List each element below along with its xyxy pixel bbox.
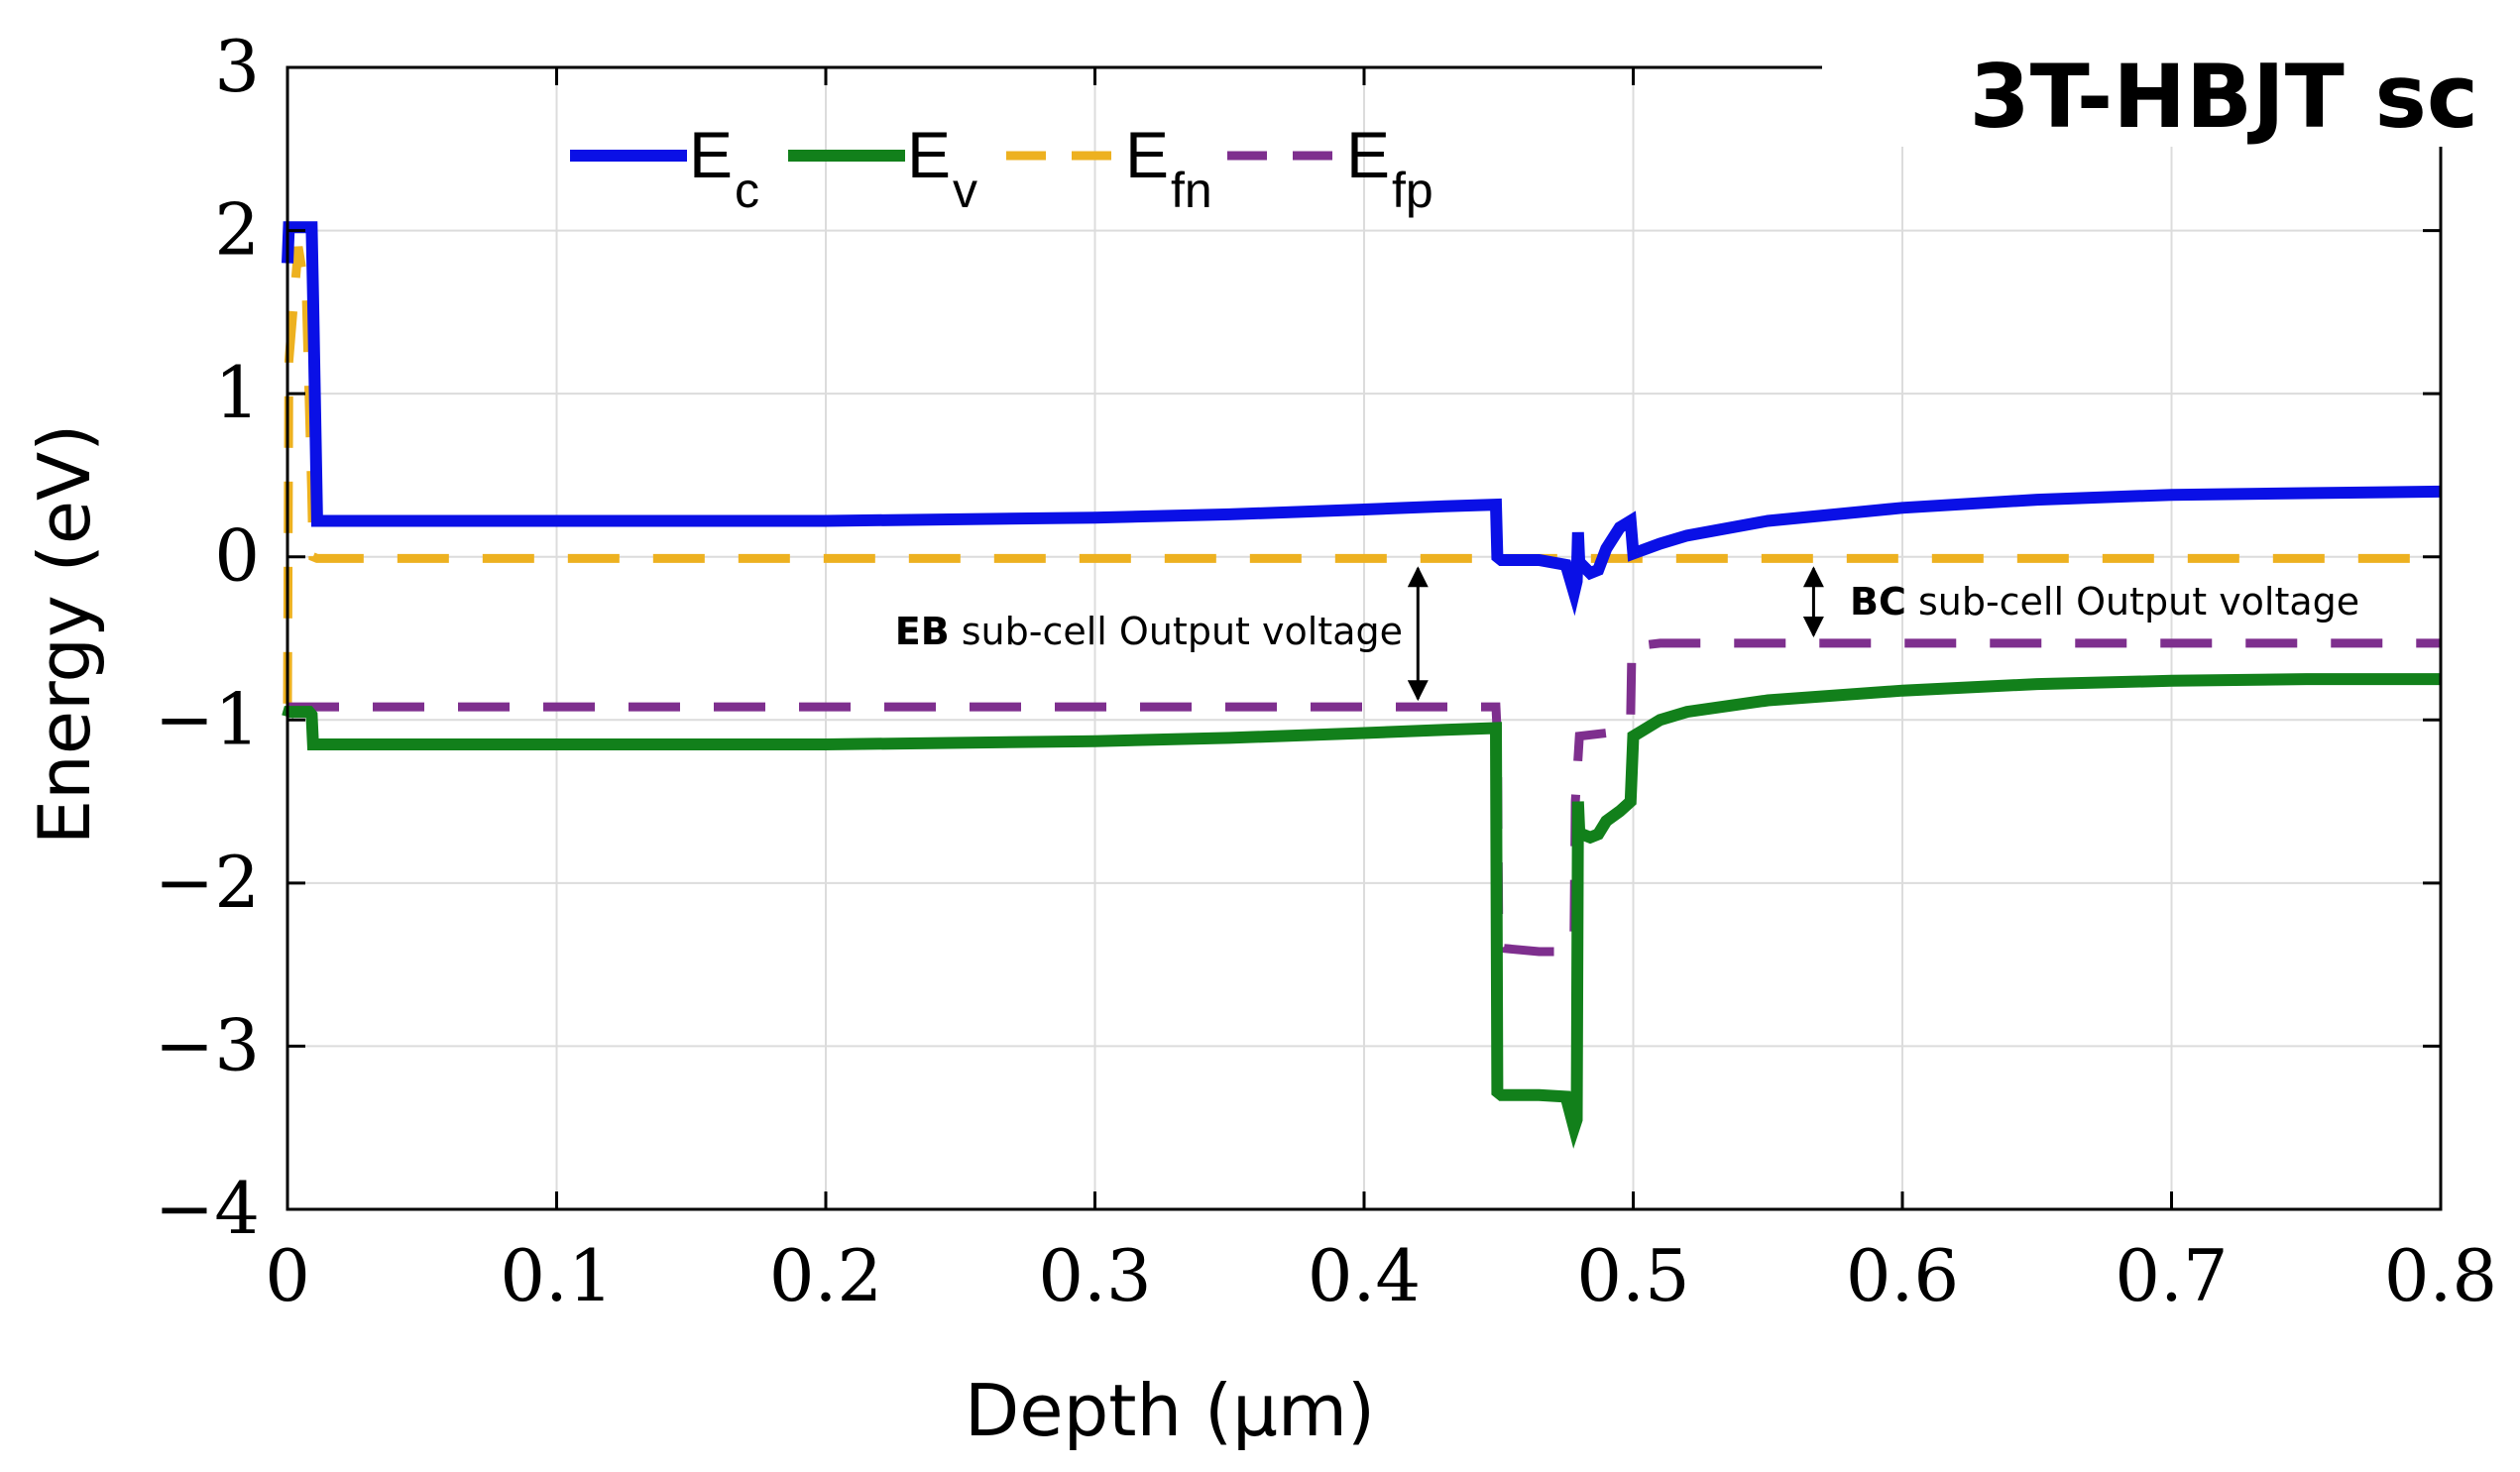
x-tick-label: 0 bbox=[265, 1234, 310, 1317]
legend-label-subscript: v bbox=[953, 163, 977, 218]
annotation-bold: BC bbox=[1850, 580, 1906, 623]
x-tick-label: 0.8 bbox=[2384, 1234, 2498, 1317]
annotation-rest: sub-cell Output voltage bbox=[950, 610, 1403, 653]
legend-label-subscript: c bbox=[735, 163, 759, 218]
series-line-efp bbox=[287, 638, 2441, 957]
annotation-text: BC sub-cell Output voltage bbox=[1850, 580, 2359, 623]
x-tick-label: 0.3 bbox=[1038, 1234, 1152, 1317]
legend-label: E bbox=[907, 118, 951, 191]
x-tick-label: 0.1 bbox=[500, 1234, 614, 1317]
y-tick-label: −1 bbox=[155, 677, 260, 760]
legend-label-subscript: fp bbox=[1392, 163, 1433, 218]
y-tick-label: −4 bbox=[155, 1167, 260, 1250]
legend-label: E bbox=[1125, 118, 1169, 191]
series-line-efn bbox=[283, 246, 2441, 704]
y-tick-label: 1 bbox=[214, 351, 260, 434]
y-tick-label: −2 bbox=[155, 841, 260, 924]
chart-title: 3T-HBJT sc bbox=[1969, 46, 2478, 148]
x-tick-label: 0.4 bbox=[1308, 1234, 1422, 1317]
annotation-bold: EB bbox=[895, 610, 950, 653]
y-tick-label: −3 bbox=[155, 1003, 260, 1086]
title-background bbox=[1822, 18, 2516, 147]
legend-label-subscript: fn bbox=[1171, 163, 1212, 218]
x-axis-label: Depth (µm) bbox=[965, 1369, 1375, 1452]
y-tick-label: 3 bbox=[214, 25, 260, 108]
x-tick-labels: 0 0.1 0.2 0.3 0.4 0.5 0.6 0.7 0.8 bbox=[265, 1234, 2497, 1317]
y-tick-labels: 3 2 1 0 −1 −2 −3 −4 bbox=[155, 25, 260, 1250]
legend-label: E bbox=[689, 118, 733, 191]
annotation-rest: sub-cell Output voltage bbox=[1906, 580, 2359, 623]
legend-label: E bbox=[1346, 118, 1390, 191]
y-tick-label: 2 bbox=[214, 188, 260, 272]
x-tick-label: 0.6 bbox=[1846, 1234, 1960, 1317]
y-axis-label: Energy (eV) bbox=[23, 424, 106, 846]
series-layer bbox=[282, 221, 2442, 1149]
annotation-text: EB sub-cell Output voltage bbox=[895, 610, 1403, 653]
series-line-ec bbox=[282, 221, 2442, 617]
y-tick-label: 0 bbox=[214, 514, 260, 598]
x-tick-label: 0.7 bbox=[2115, 1234, 2229, 1317]
series-line-ev bbox=[282, 673, 2441, 1149]
x-tick-label: 0.2 bbox=[769, 1234, 883, 1317]
x-tick-label: 0.5 bbox=[1576, 1234, 1690, 1317]
